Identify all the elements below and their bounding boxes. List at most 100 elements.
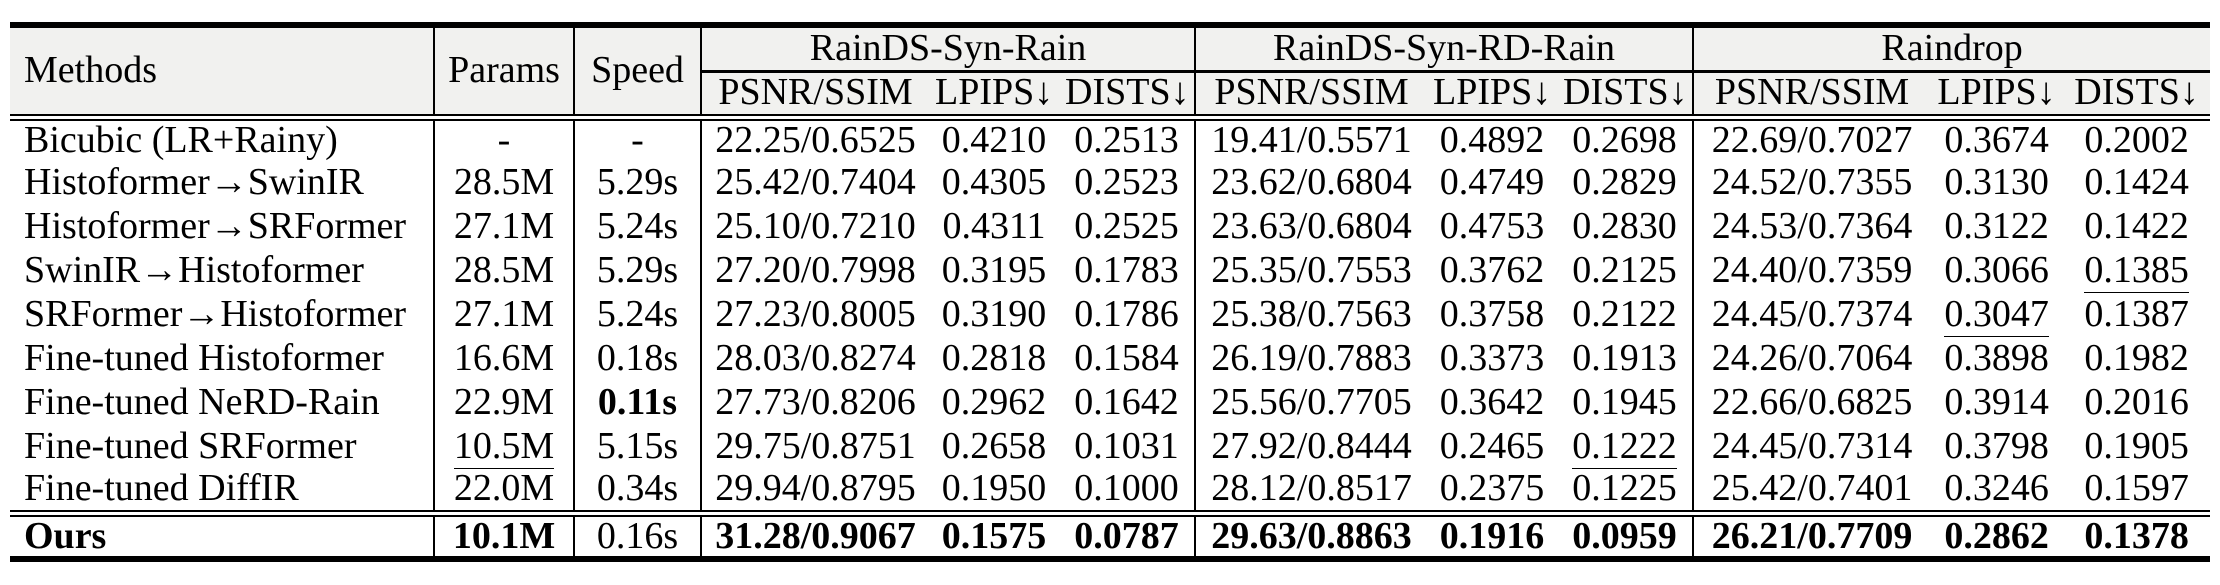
metric-cell: 0.1031 xyxy=(1059,425,1197,469)
speed-cell: 5.29s xyxy=(574,161,702,205)
header-metrics-row: PSNR/SSIM LPIPS↓ DISTS↓ PSNR/SSIM LPIPS↓… xyxy=(10,71,2211,121)
header-g2-lpips: LPIPS↓ xyxy=(1427,71,1558,121)
metric-cell: 22.69/0.7027 xyxy=(1711,118,1913,161)
metric-cell: 0.2465 xyxy=(1439,425,1545,468)
metric-cell: 0.2523 xyxy=(1059,161,1197,205)
metric-cell: 0.4749 xyxy=(1439,161,1545,204)
header-group-row: Methods Params Speed RainDS-Syn-Rain Rai… xyxy=(10,25,2211,121)
method-cell: Ours xyxy=(10,509,435,560)
metric-cell: 0.1786 xyxy=(1059,293,1197,337)
metric-cell: 0.1584 xyxy=(1059,337,1197,381)
metric-cell: 0.3898 xyxy=(1944,337,2049,380)
metric-cell: 0.1422 xyxy=(2084,205,2189,248)
table-row: Bicubic (LR+Rainy) - -22.25/0.6525 0.4210 0.… xyxy=(10,117,2210,161)
metric-cell: 25.10/0.7210 xyxy=(715,205,916,248)
speed-cell: 0.34s xyxy=(574,469,702,513)
metric-cell: 0.0787 xyxy=(1059,509,1197,560)
metric-cell: 0.3066 xyxy=(1944,249,2049,292)
metric-cell: 0.2016 xyxy=(2084,381,2189,424)
metric-cell: 25.42/0.7404 xyxy=(715,161,916,204)
metric-cell: 27.73/0.8206 xyxy=(715,381,916,424)
speed-cell: 5.24s xyxy=(574,205,702,249)
metric-cell: 0.2818 xyxy=(941,337,1047,380)
metric-cell: 0.2962 xyxy=(941,381,1047,424)
metric-cell: 0.1000 xyxy=(1059,469,1197,513)
metric-cell: 0.3195 xyxy=(941,249,1047,292)
metric-cell: 27.92/0.8444 xyxy=(1211,425,1412,468)
metric-cell: 26.19/0.7883 xyxy=(1211,337,1412,380)
metric-cell: 0.2122 xyxy=(1557,293,1695,337)
table-row: SwinIR→Histoformer 28.5M 5.29s 27.20/0.7998… xyxy=(10,249,2210,293)
metric-cell: 0.3762 xyxy=(1439,249,1545,292)
params-cell: 22.0M xyxy=(434,469,575,513)
metric-cell: 23.63/0.6804 xyxy=(1211,205,1412,248)
params-cell: 27.1M xyxy=(434,293,575,337)
metric-cell: 0.1387 xyxy=(2084,293,2189,336)
params-cell: 10.1M xyxy=(434,509,575,560)
metric-cell: 28.03/0.8274 xyxy=(715,337,916,380)
metric-cell: 24.45/0.7314 xyxy=(1711,425,1913,468)
results-table: Methods Params Speed RainDS-Syn-Rain Rai… xyxy=(10,22,2211,563)
speed-cell: 5.24s xyxy=(574,293,702,337)
method-cell: Bicubic (LR+Rainy) xyxy=(10,117,435,161)
metric-cell: 28.12/0.8517 xyxy=(1195,469,1427,513)
metric-cell: 0.2698 xyxy=(1557,117,1695,161)
header-g3-lpips: LPIPS↓ xyxy=(1930,71,2064,121)
table-row: Fine-tuned NeRD-Rain 22.9M 0.11s 27.73/0.82… xyxy=(10,381,2210,425)
metric-cell: 0.2525 xyxy=(1059,205,1197,249)
metric-cell: 27.20/0.7998 xyxy=(715,249,916,292)
metric-cell: 0.3373 xyxy=(1439,337,1545,380)
method-cell: SwinIR→Histoformer xyxy=(10,249,435,293)
metric-cell: 0.1378 xyxy=(2063,509,2211,560)
metric-cell: 0.3798 xyxy=(1944,425,2049,468)
metric-cell: 31.28/0.9067 xyxy=(701,509,929,560)
metric-cell: 0.1905 xyxy=(2084,425,2189,468)
metric-cell: 0.2658 xyxy=(941,425,1047,468)
metric-cell: 27.23/0.8005 xyxy=(715,293,916,336)
speed-cell: 5.15s xyxy=(574,425,702,469)
method-cell: Histoformer→SwinIR xyxy=(10,161,435,205)
speed-cell: - xyxy=(574,117,702,161)
params-cell: 27.1M xyxy=(434,205,575,249)
table-row: Fine-tuned DiffIR 22.0M 0.34s 29.94/0.8795 0… xyxy=(10,469,2210,513)
metric-cell: 0.1222 xyxy=(1557,425,1695,469)
speed-cell: 0.16s xyxy=(574,509,702,560)
metric-cell: 24.52/0.7355 xyxy=(1711,161,1913,204)
metric-cell: 0.2830 xyxy=(1557,205,1695,249)
header-g1-lpips: LPIPS↓ xyxy=(929,71,1059,121)
metric-cell: 26.21/0.7709 xyxy=(1693,509,1931,560)
metric-cell: 19.41/0.5571 xyxy=(1211,118,1412,161)
metric-cell: 0.1945 xyxy=(1557,381,1695,425)
header-g1-psnr-ssim: PSNR/SSIM xyxy=(701,71,929,121)
speed-cell: 5.29s xyxy=(574,249,702,293)
params-cell: - xyxy=(434,117,575,161)
metric-cell: 0.3190 xyxy=(941,293,1047,336)
metric-cell: 0.4892 xyxy=(1439,118,1545,161)
metric-cell: 0.4210 xyxy=(941,118,1047,161)
method-cell: Fine-tuned DiffIR xyxy=(10,469,435,513)
metric-cell: 0.1597 xyxy=(2084,469,2189,510)
metric-cell: 22.66/0.6825 xyxy=(1711,381,1913,424)
metric-cell: 0.2002 xyxy=(2084,118,2189,161)
speed-cell: 0.11s xyxy=(574,381,702,425)
metric-cell: 0.1575 xyxy=(929,509,1059,560)
metric-cell: 25.56/0.7705 xyxy=(1211,381,1412,424)
metric-cell: 0.2513 xyxy=(1059,117,1197,161)
metric-cell: 25.42/0.7401 xyxy=(1693,469,1930,513)
method-cell: Fine-tuned Histoformer xyxy=(10,337,435,381)
params-cell: 16.6M xyxy=(434,337,575,381)
header-g1-dists: DISTS↓ xyxy=(1059,71,1197,121)
metric-cell: 0.1642 xyxy=(1059,381,1197,425)
metric-cell: 0.3674 xyxy=(1944,118,2049,161)
metric-cell: 0.3122 xyxy=(1944,205,2049,248)
metric-cell: 0.3130 xyxy=(1944,161,2049,204)
table-row: Fine-tuned SRFormer 10.5M 5.15s 29.75/0.875… xyxy=(10,425,2210,469)
table-row: Histoformer→SwinIR 28.5M 5.29s 25.42/0.7404… xyxy=(10,161,2210,205)
header-g2-dists: DISTS↓ xyxy=(1557,71,1695,121)
header-speed: Speed xyxy=(574,25,702,121)
method-cell: Fine-tuned NeRD-Rain xyxy=(10,381,435,425)
method-cell: SRFormer→Histoformer xyxy=(10,293,435,337)
metric-cell: 25.35/0.7553 xyxy=(1211,249,1412,292)
metric-cell: 0.1950 xyxy=(929,469,1059,513)
metric-cell: 0.2829 xyxy=(1557,161,1695,205)
